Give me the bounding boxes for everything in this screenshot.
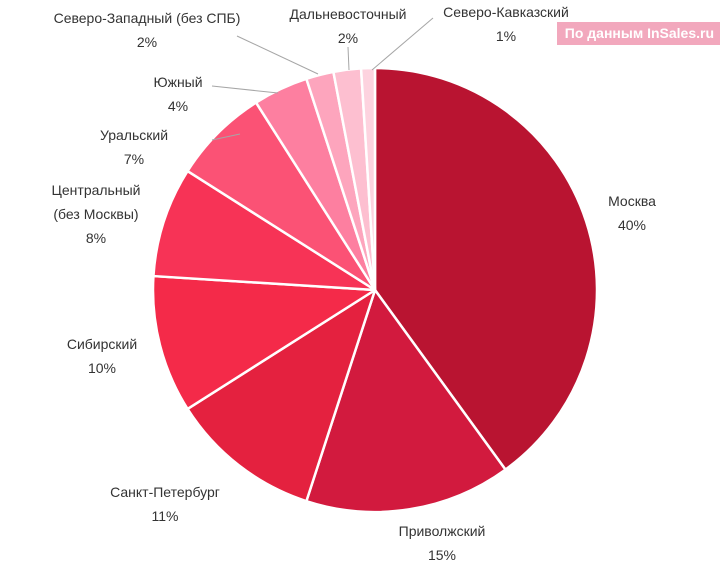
leader-line-yuzhny [211,85,279,94]
label-dalnevostochny: Дальневосточный 2% [290,6,407,46]
category-label-uralsky: Уральский [100,127,168,143]
label-severo-zapadny: Северо-Западный (без СПБ) 2% [54,10,241,50]
leader-line-severo-zapadny [236,35,319,75]
label-uralsky: Уральский 7% [100,127,168,167]
category-label-dalnevostochny: Дальневосточный [290,6,407,22]
leader-line-severo-kavkazsky [371,17,434,71]
leader-lines [211,17,434,141]
value-label-spb: 11% [152,508,179,524]
category-label-centralny: Центральный [52,182,141,198]
value-label-severo-zapadny: 2% [137,34,157,50]
slice-labels: Москва 40% Приволжский 15% Санкт-Петербург 11… [52,4,657,563]
label-severo-kavkazsky: Северо-Кавказский 1% [443,4,569,44]
label-centralny: Центральный (без Москвы) 8% [52,182,141,246]
category-label-severo-zapadny: Северо-Западный (без СПБ) [54,10,241,26]
leader-line-uralsky [211,133,241,141]
label-sibirsky: Сибирский 10% [67,336,137,376]
category-label-severo-kavkazsky: Северо-Кавказский [443,4,569,20]
category-label-sibirsky: Сибирский [67,336,137,352]
category-label-moskva: Москва [608,193,656,209]
source-badge: По данным InSales.ru [556,22,720,45]
slice-privolzhsky [305,288,507,514]
slice-moskva [373,66,599,471]
value-label-moskva: 40% [618,217,646,233]
value-label-severo-kavkazsky: 1% [496,28,516,44]
category-label-centralny: (без Москвы) [53,206,138,222]
value-label-sibirsky: 10% [88,360,116,376]
slice-sibirsky [151,274,377,411]
value-label-centralny: 8% [86,230,106,246]
label-privolzhsky: Приволжский 15% [399,523,486,563]
value-label-privolzhsky: 15% [428,547,456,563]
category-label-spb: Санкт-Петербург [110,484,220,500]
label-spb: Санкт-Петербург 11% [110,484,220,524]
category-label-privolzhsky: Приволжский [399,523,486,539]
slice-spb [186,288,377,503]
label-yuzhny: Южный 4% [153,74,202,114]
value-label-dalnevostochny: 2% [338,30,358,46]
value-label-uralsky: 7% [124,151,144,167]
label-moskva: Москва 40% [608,193,656,233]
pie-slices [151,66,599,514]
category-label-yuzhny: Южный [153,74,202,90]
slice-centralny [152,169,377,292]
leader-line-dalnevostochny [347,46,350,71]
value-label-yuzhny: 4% [168,98,188,114]
